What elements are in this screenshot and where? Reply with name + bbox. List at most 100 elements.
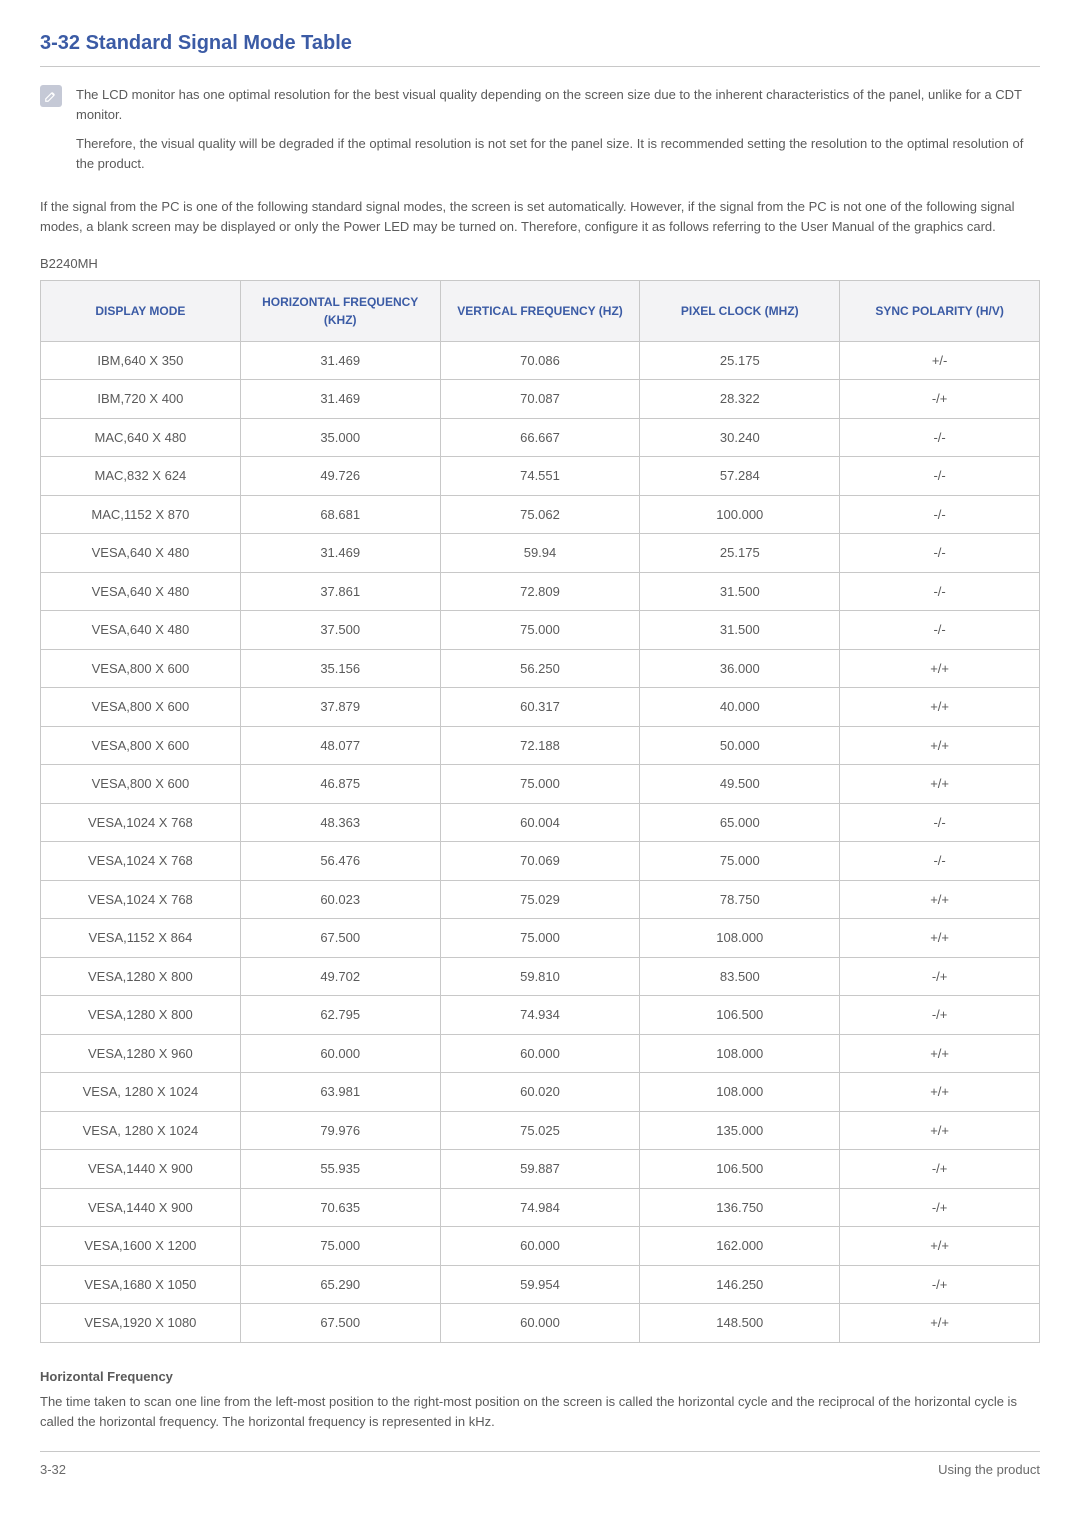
- table-cell: 68.681: [240, 495, 440, 534]
- table-row: VESA,800 X 60037.87960.31740.000+/+: [41, 688, 1040, 727]
- table-cell: 30.240: [640, 418, 840, 457]
- table-cell: 148.500: [640, 1304, 840, 1343]
- table-cell: 65.000: [640, 803, 840, 842]
- table-cell: 35.156: [240, 649, 440, 688]
- table-cell: -/+: [840, 1265, 1040, 1304]
- table-cell: -/-: [840, 418, 1040, 457]
- table-cell: -/+: [840, 957, 1040, 996]
- table-row: IBM,720 X 40031.46970.08728.322-/+: [41, 380, 1040, 419]
- table-cell: +/+: [840, 726, 1040, 765]
- table-cell: 37.879: [240, 688, 440, 727]
- table-cell: 100.000: [640, 495, 840, 534]
- table-row: VESA,1280 X 80049.70259.81083.500-/+: [41, 957, 1040, 996]
- table-cell: VESA,1152 X 864: [41, 919, 241, 958]
- table-cell: 135.000: [640, 1111, 840, 1150]
- signal-mode-table: DISPLAY MODE HORIZONTAL FREQUENCY (KHZ) …: [40, 280, 1040, 1343]
- table-row: VESA,1024 X 76856.47670.06975.000-/-: [41, 842, 1040, 881]
- table-row: MAC,1152 X 87068.68175.062100.000-/-: [41, 495, 1040, 534]
- table-row: VESA,1280 X 96060.00060.000108.000+/+: [41, 1034, 1040, 1073]
- table-cell: VESA, 1280 X 1024: [41, 1073, 241, 1112]
- table-row: VESA,1024 X 76860.02375.02978.750+/+: [41, 880, 1040, 919]
- table-cell: 60.000: [440, 1227, 640, 1266]
- table-cell: 70.635: [240, 1188, 440, 1227]
- table-cell: 108.000: [640, 1034, 840, 1073]
- table-cell: 25.175: [640, 534, 840, 573]
- table-cell: 136.750: [640, 1188, 840, 1227]
- table-cell: VESA,1600 X 1200: [41, 1227, 241, 1266]
- table-cell: 31.469: [240, 341, 440, 380]
- table-cell: 78.750: [640, 880, 840, 919]
- table-header-row: DISPLAY MODE HORIZONTAL FREQUENCY (KHZ) …: [41, 280, 1040, 341]
- table-cell: 67.500: [240, 919, 440, 958]
- table-cell: VESA,800 X 600: [41, 726, 241, 765]
- table-cell: 83.500: [640, 957, 840, 996]
- table-cell: +/+: [840, 1073, 1040, 1112]
- table-cell: -/+: [840, 1188, 1040, 1227]
- table-cell: 35.000: [240, 418, 440, 457]
- table-cell: VESA,640 X 480: [41, 534, 241, 573]
- table-cell: -/-: [840, 534, 1040, 573]
- table-row: VESA,1440 X 90070.63574.984136.750-/+: [41, 1188, 1040, 1227]
- table-body: IBM,640 X 35031.46970.08625.175+/-IBM,72…: [41, 341, 1040, 1342]
- table-cell: +/+: [840, 1034, 1040, 1073]
- table-cell: MAC,832 X 624: [41, 457, 241, 496]
- model-label: B2240MH: [40, 254, 1040, 274]
- table-cell: 49.500: [640, 765, 840, 804]
- table-cell: -/-: [840, 803, 1040, 842]
- table-row: MAC,832 X 62449.72674.55157.284-/-: [41, 457, 1040, 496]
- table-cell: +/+: [840, 1111, 1040, 1150]
- table-cell: VESA,640 X 480: [41, 611, 241, 650]
- table-cell: -/-: [840, 495, 1040, 534]
- heading-rule: [40, 66, 1040, 67]
- table-cell: VESA,1440 X 900: [41, 1150, 241, 1189]
- table-cell: 49.726: [240, 457, 440, 496]
- table-cell: VESA,1280 X 800: [41, 957, 241, 996]
- col-horizontal-freq: HORIZONTAL FREQUENCY (KHZ): [240, 280, 440, 341]
- table-cell: 60.020: [440, 1073, 640, 1112]
- table-cell: VESA,1440 X 900: [41, 1188, 241, 1227]
- table-cell: 106.500: [640, 996, 840, 1035]
- table-cell: 79.976: [240, 1111, 440, 1150]
- table-cell: 60.000: [440, 1304, 640, 1343]
- table-cell: IBM,640 X 350: [41, 341, 241, 380]
- table-cell: 108.000: [640, 1073, 840, 1112]
- table-cell: 75.000: [640, 842, 840, 881]
- note-icon: [40, 85, 62, 107]
- table-head: DISPLAY MODE HORIZONTAL FREQUENCY (KHZ) …: [41, 280, 1040, 341]
- table-cell: +/+: [840, 1227, 1040, 1266]
- table-row: VESA,800 X 60035.15656.25036.000+/+: [41, 649, 1040, 688]
- table-cell: -/-: [840, 611, 1040, 650]
- table-cell: 31.500: [640, 611, 840, 650]
- table-cell: +/+: [840, 649, 1040, 688]
- footer-rule: [40, 1451, 1040, 1452]
- table-cell: 75.000: [440, 919, 640, 958]
- table-cell: VESA,1024 X 768: [41, 803, 241, 842]
- table-row: VESA,640 X 48037.86172.80931.500-/-: [41, 572, 1040, 611]
- table-cell: 146.250: [640, 1265, 840, 1304]
- table-row: VESA,640 X 48031.46959.9425.175-/-: [41, 534, 1040, 573]
- table-cell: -/+: [840, 380, 1040, 419]
- table-cell: 48.363: [240, 803, 440, 842]
- table-cell: 60.023: [240, 880, 440, 919]
- table-cell: 75.000: [240, 1227, 440, 1266]
- table-row: VESA,1600 X 120075.00060.000162.000+/+: [41, 1227, 1040, 1266]
- table-cell: VESA,800 X 600: [41, 649, 241, 688]
- table-row: IBM,640 X 35031.46970.08625.175+/-: [41, 341, 1040, 380]
- note-block: The LCD monitor has one optimal resoluti…: [40, 85, 1040, 183]
- table-cell: +/+: [840, 688, 1040, 727]
- table-cell: 60.000: [240, 1034, 440, 1073]
- table-cell: 75.025: [440, 1111, 640, 1150]
- table-cell: 67.500: [240, 1304, 440, 1343]
- table-cell: 75.029: [440, 880, 640, 919]
- table-cell: +/+: [840, 1304, 1040, 1343]
- table-cell: 59.94: [440, 534, 640, 573]
- table-cell: 55.935: [240, 1150, 440, 1189]
- table-cell: 56.476: [240, 842, 440, 881]
- section-heading: 3-32 Standard Signal Mode Table: [40, 28, 1040, 58]
- table-cell: 57.284: [640, 457, 840, 496]
- table-row: VESA,1680 X 105065.29059.954146.250-/+: [41, 1265, 1040, 1304]
- note-paragraph-1: The LCD monitor has one optimal resoluti…: [76, 85, 1040, 124]
- table-row: VESA,800 X 60048.07772.18850.000+/+: [41, 726, 1040, 765]
- table-row: MAC,640 X 48035.00066.66730.240-/-: [41, 418, 1040, 457]
- col-display-mode: DISPLAY MODE: [41, 280, 241, 341]
